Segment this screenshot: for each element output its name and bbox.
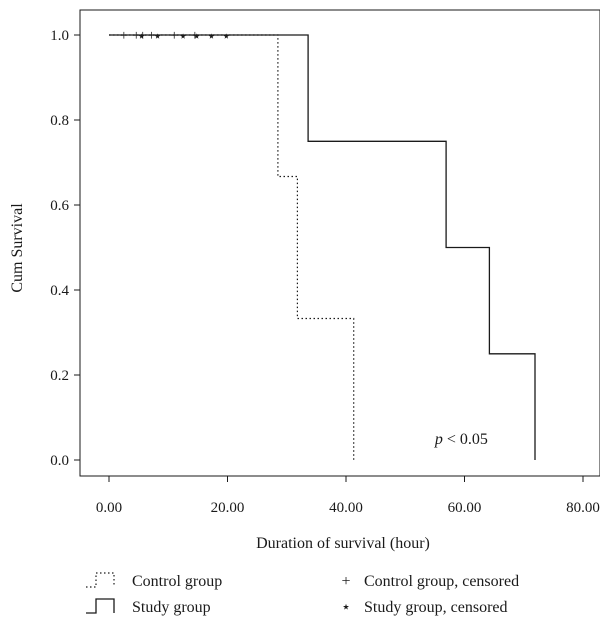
legend-label: Study group, censored: [364, 599, 508, 616]
plot-frame: [79, 9, 600, 477]
censor-layer: + ++ + + +⋆ ⋆ ⋆ ⋆ ⋆ ⋆: [120, 28, 231, 45]
x-tick-label: 0.00: [96, 500, 122, 516]
censored-marker: ⋆: [178, 29, 187, 45]
legend-symbol-solid: [86, 598, 115, 614]
y-tick-label: 0.8: [50, 113, 69, 129]
p-value-annotation: p < 0.05: [434, 431, 488, 448]
y-tick-label: 0.4: [50, 283, 69, 299]
y-tick-label: 0.0: [50, 453, 69, 469]
censored-marker: ⋆: [137, 29, 146, 45]
censored-marker: ⋆: [222, 29, 231, 45]
censored-marker: ⋆: [153, 29, 162, 45]
legend-symbol-marker: +: [341, 573, 350, 590]
x-axis: 0.00 20.00 40.00 60.00 80.00: [96, 476, 600, 516]
y-tick-label: 1.0: [50, 28, 69, 44]
censored-marker: +: [170, 28, 178, 44]
y-tick-label: 0.2: [50, 368, 69, 384]
x-tick-label: 80.00: [566, 500, 600, 516]
series-line-study-group: [109, 34, 536, 460]
x-axis-title: Duration of survival (hour): [256, 535, 430, 552]
legend-label: Control group, censored: [364, 573, 519, 590]
x-tick-label: 60.00: [448, 500, 482, 516]
series-layer: [109, 34, 536, 460]
censored-marker: +: [139, 28, 147, 44]
y-axis: 0.0 0.2 0.4 0.6 0.8 1.0: [50, 28, 80, 469]
x-tick-label: 40.00: [329, 500, 363, 516]
legend-label: Study group: [132, 599, 211, 616]
series-line-control-group: [109, 34, 355, 460]
censored-marker: +: [147, 28, 155, 44]
legend-label: Control group: [132, 573, 222, 590]
censored-marker: ⋆: [207, 29, 216, 45]
legend-symbol-dotted: [86, 572, 115, 588]
censored-marker: +: [191, 28, 199, 44]
censored-marker: +: [132, 28, 140, 44]
x-tick-label: 20.00: [211, 500, 245, 516]
y-axis-title: Cum Survival: [9, 203, 26, 293]
legend-symbol-marker: ⋆: [341, 599, 351, 616]
y-tick-label: 0.6: [50, 198, 69, 214]
legend: Control group + Control group, censored Stu…: [86, 572, 519, 616]
censored-marker: ⋆: [192, 29, 201, 45]
censored-marker: +: [120, 28, 128, 44]
